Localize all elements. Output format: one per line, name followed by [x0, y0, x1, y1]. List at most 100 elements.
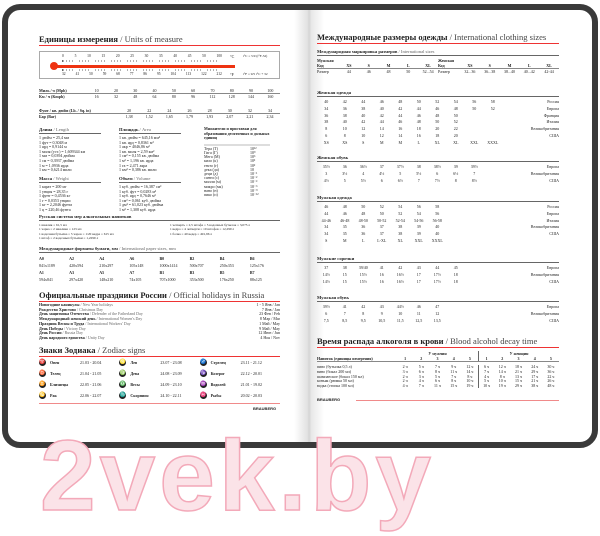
- holidays-list: Новогодние каникулы / New Year holidays 1…: [39, 302, 280, 341]
- table-cell: нано (н): [204, 187, 218, 193]
- holiday-name-ru: Праздник Весны и Труда: [39, 320, 85, 326]
- alcohol-title: Время распада алкоголя в крови / Blood a…: [317, 336, 559, 348]
- table-cell: 58: [490, 99, 495, 104]
- holiday-date: 12 Июн / Jun: [258, 330, 280, 336]
- table-cell: гекто (г): [204, 162, 219, 168]
- table-cell: 6 ч: [434, 378, 440, 384]
- holiday-row: Праздник Весны и Труда / International W…: [39, 320, 280, 327]
- zodiac-item: ♒ Водолей 21.01 - 19.02: [199, 381, 280, 388]
- table-cell: санти (с): [204, 175, 220, 181]
- holiday-row: День Победы / Victory Day 9 Май / May: [39, 326, 280, 332]
- table-cell: 34: [324, 224, 329, 230]
- table-cell: [447, 238, 466, 245]
- table-cell: США: [549, 132, 559, 138]
- holidays-title: Официальные праздники России / Official …: [39, 290, 280, 302]
- table-cell: 2 ч: [402, 373, 408, 379]
- table-cell: 22 ч: [547, 373, 555, 379]
- ru-alcohol-col2: 1 четверть = 2,5 штофа = 5 водочных буты…: [170, 223, 280, 240]
- table-cell: L-XL: [377, 237, 387, 243]
- table-cell: 176x250: [219, 277, 234, 282]
- scale-label: 77: [129, 72, 134, 76]
- table-cell: 7 ч: [418, 382, 424, 388]
- table-cell: 105x148: [129, 263, 144, 268]
- zodiac-icon: ♏: [119, 392, 127, 399]
- list-item: 1 мм = 0,0394 дюйма: [39, 153, 75, 159]
- table-cell: 36: [342, 164, 347, 169]
- table-cell: Км / ч (Kmph): [39, 94, 65, 100]
- women-header: У женщин: [478, 351, 559, 357]
- table-cell: [447, 211, 466, 218]
- table-cell: A5: [99, 270, 105, 275]
- table-cell: микро (мк): [204, 183, 223, 189]
- table-cell: 2,34: [266, 114, 274, 120]
- zodiac-icon: ♓: [199, 392, 207, 399]
- scale-label: 113: [185, 72, 192, 76]
- zodiac-item: ♌ Лев 23.07 - 23.08: [119, 359, 199, 366]
- women-clothing-section: Женская одежда 40 42 44 46 48 50 52 54 56 58 Россия…: [317, 90, 559, 147]
- zodiac-title-en: / Zodiac signs: [95, 345, 146, 355]
- table-cell: [447, 304, 466, 311]
- holiday-date: 8 Мар / Mar: [259, 316, 280, 322]
- table-cell: B7: [249, 270, 255, 275]
- zodiac-item: ♈ Овен 21.03 - 20.04: [39, 359, 119, 366]
- holiday-name-ru: Рождество Христово: [39, 306, 77, 312]
- table-cell: 48: [453, 105, 458, 111]
- table-cell: 37: [379, 231, 384, 237]
- table-cell: 6 ч: [478, 365, 494, 370]
- paper-title-en: / International paper sizes, mm: [117, 246, 176, 251]
- table-cell: [465, 265, 484, 272]
- notebook-spread: Единицы измерения / Units of measure 0 5 1…: [2, 4, 598, 448]
- clothing-title-en: / International clothing sizes: [447, 32, 547, 42]
- table-cell: 37: [379, 164, 384, 169]
- table-cell: Бар (Bar): [39, 114, 56, 120]
- table-cell: 8 ч: [499, 373, 505, 379]
- intl-title: Международная маркировка размеров: [317, 49, 398, 54]
- table-cell: S: [479, 63, 500, 70]
- table-cell: 37: [379, 224, 384, 230]
- table-cell: 353x500: [189, 277, 204, 282]
- table-cell: 20: [119, 108, 140, 115]
- table-cell: 10 ч: [466, 378, 474, 384]
- zodiac-name: Овен: [50, 360, 60, 365]
- table-cell: 18: [453, 271, 458, 277]
- table-cell: 8 ч: [451, 378, 457, 384]
- table-cell: Великобритания: [530, 271, 559, 277]
- table-cell: 5 ч: [478, 379, 494, 384]
- volume-items: 1 куб. дюйм = 16,387 см³ 1 куб. фут = 0,0…: [119, 184, 181, 213]
- holiday-name: День народного единства / Unity Day: [39, 334, 105, 341]
- table-cell: 3½: [342, 170, 348, 176]
- table-cell: B2: [189, 256, 195, 261]
- table-cell: B1: [159, 270, 165, 275]
- ticks: [62, 69, 222, 71]
- table-cell: [484, 279, 503, 286]
- table-cell: Великобритания: [530, 170, 559, 176]
- list-item: 1 чарка = 2 шкалика = 123 мл: [39, 227, 82, 232]
- table-cell: [465, 311, 484, 318]
- list-item: 1 фут = 0,3048 м: [39, 139, 68, 145]
- table-cell: 30: [219, 108, 240, 115]
- table-cell: 36...38: [484, 69, 496, 75]
- table-cell: 19 ч: [466, 382, 474, 388]
- zodiac-icon: ♉: [39, 370, 46, 377]
- table-cell: 8: [454, 177, 457, 183]
- table-cell: 42: [398, 105, 403, 111]
- table-cell: 48 ч: [547, 382, 555, 388]
- table-cell: 46: [379, 99, 384, 104]
- zodiac-dates: 24.08 - 23.09: [160, 371, 182, 376]
- list-item: 1 км² = 0,386 кв. мили: [119, 167, 157, 173]
- table-cell: [484, 126, 503, 133]
- table-cell: 10⁻⁹: [250, 187, 258, 193]
- table-cell: 2,21: [246, 114, 254, 120]
- list-item: 1 миля (уст.) = 1,609344 км: [39, 148, 86, 154]
- holiday-name-ru: День народного единства: [39, 334, 85, 340]
- list-item: 1 м = 1,0936 ярда: [39, 162, 69, 168]
- zodiac-name: Телец: [50, 371, 61, 376]
- table-cell: 48: [386, 69, 391, 75]
- table-cell: 594x841: [39, 277, 53, 282]
- volume-title-en: / Volume: [132, 176, 151, 181]
- header-cell: 2: [501, 356, 504, 362]
- table-cell: 38 ч: [531, 382, 539, 388]
- table-cell: Франция: [543, 112, 559, 118]
- table-cell: вино (бокал 200 мл): [317, 369, 352, 374]
